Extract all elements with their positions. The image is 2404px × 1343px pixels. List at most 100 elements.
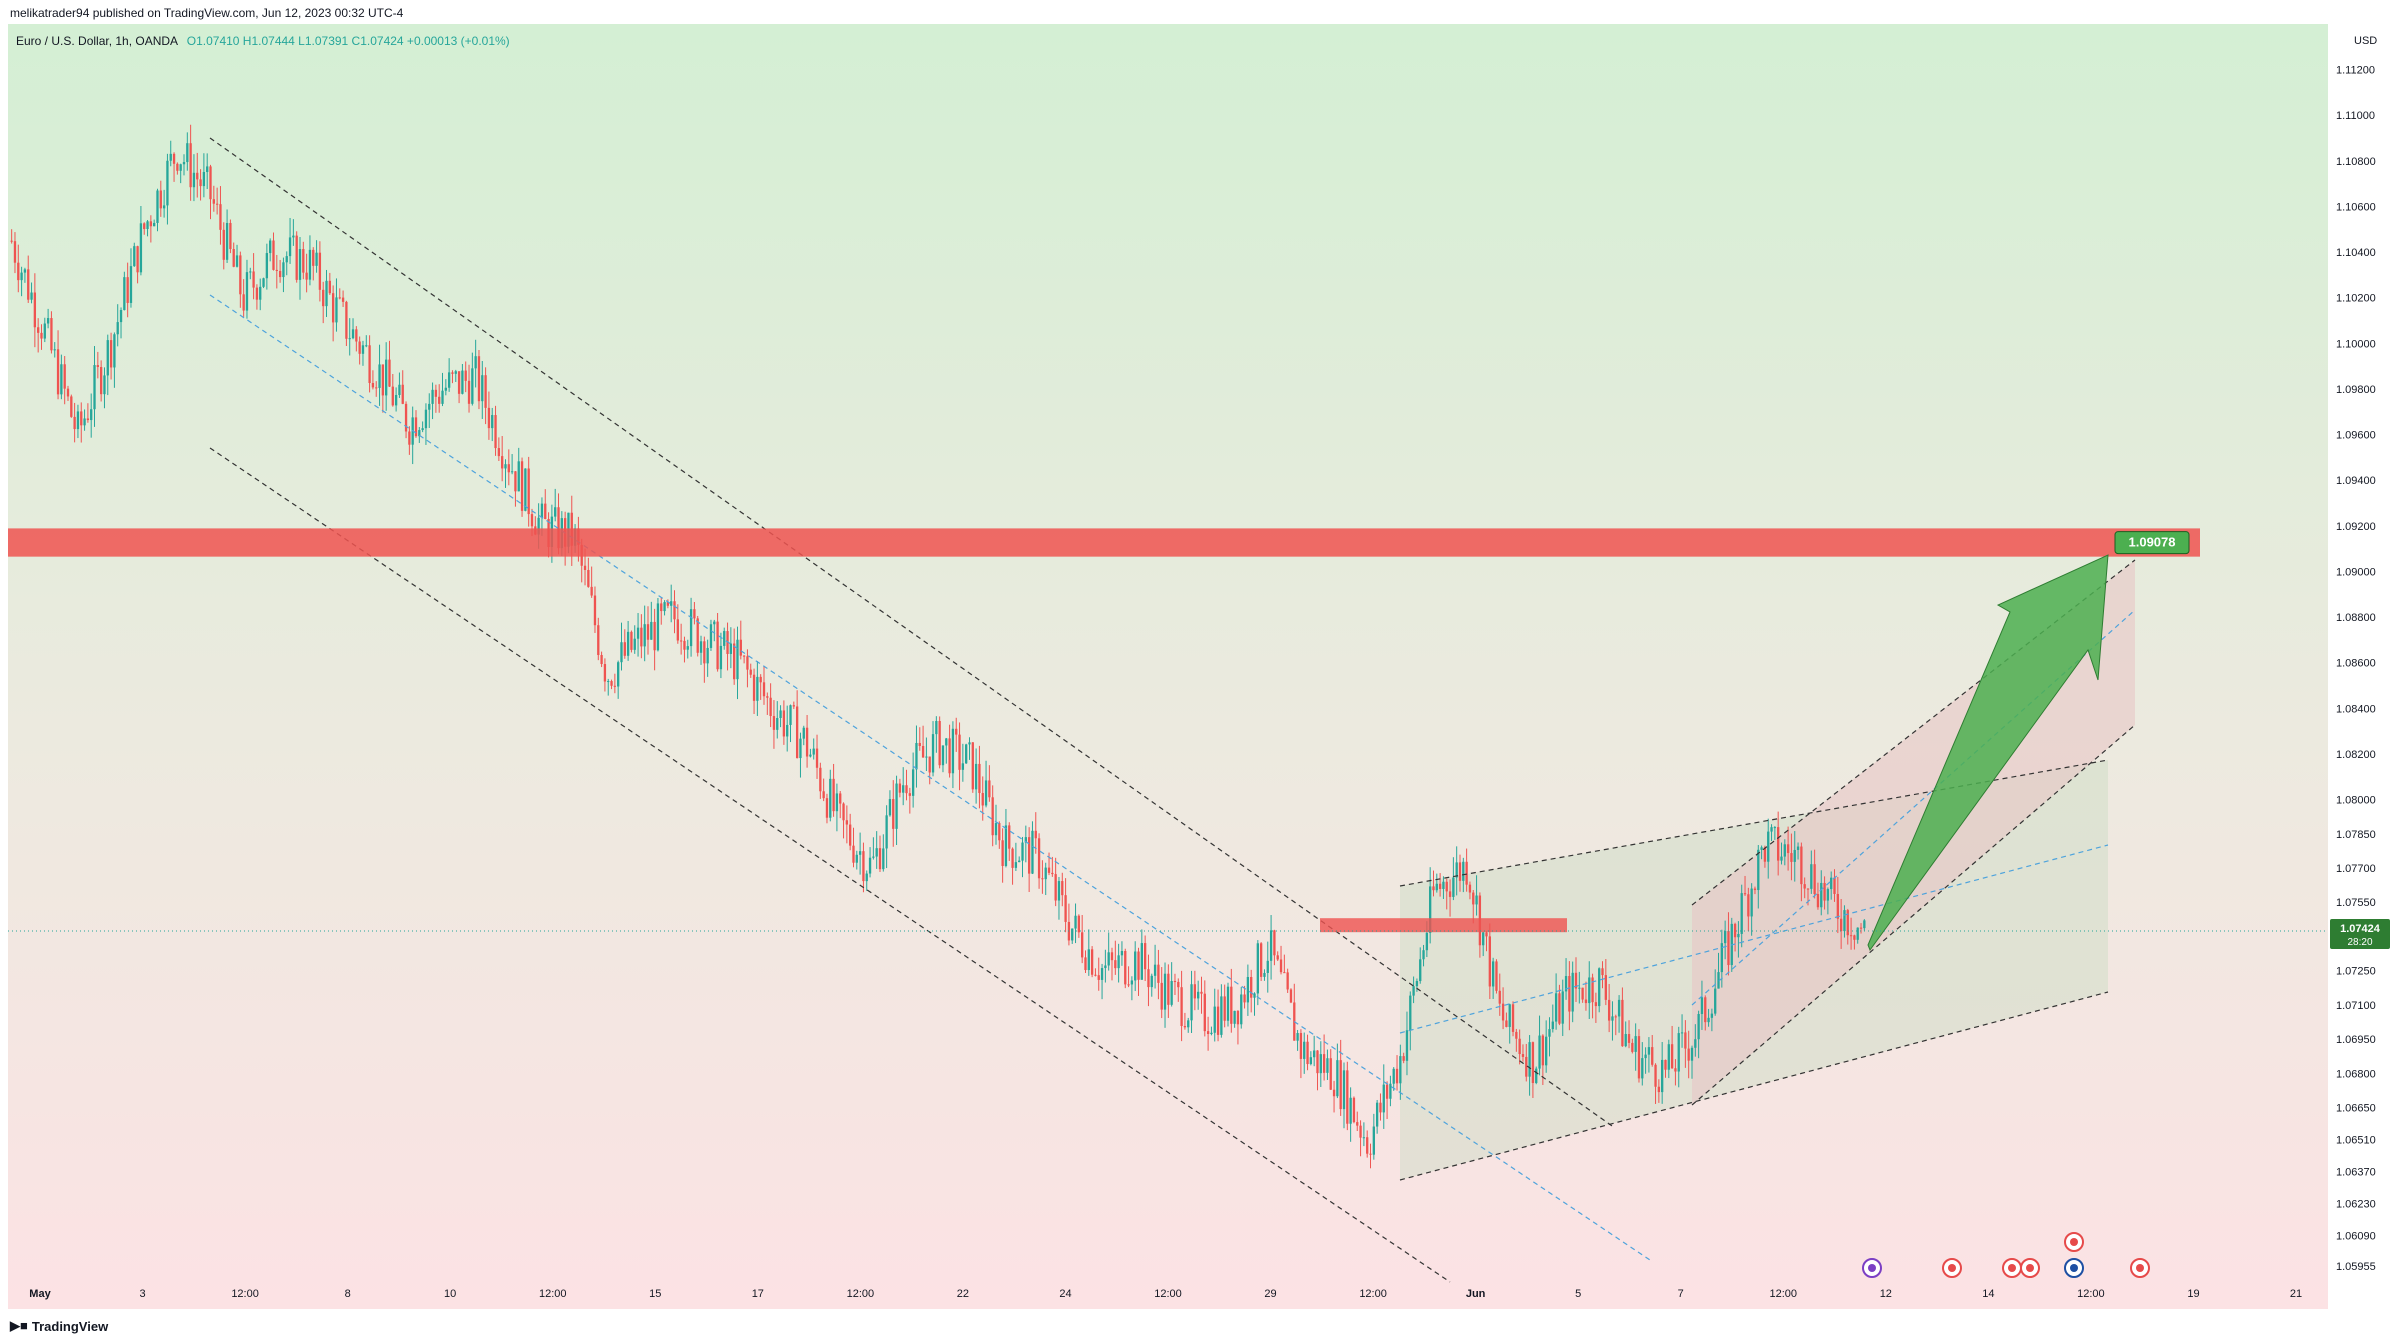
candle-body	[961, 763, 965, 770]
candle-body	[1680, 1032, 1684, 1034]
candle-body	[1210, 1032, 1213, 1034]
candle-body	[1051, 872, 1054, 875]
candle-body	[1740, 893, 1743, 934]
candle-body	[1253, 993, 1256, 998]
candle-body	[1482, 932, 1485, 946]
target-label-box	[2114, 531, 2190, 555]
candle-body	[1359, 1125, 1362, 1138]
candle-body	[1826, 889, 1830, 901]
candle-body	[1230, 986, 1233, 1024]
candle-body	[1402, 1056, 1405, 1061]
candle-body	[885, 815, 888, 849]
candle-body	[1813, 864, 1816, 895]
candle-body	[1594, 1002, 1598, 1007]
time-tick: 12:00	[231, 1288, 259, 1300]
candle-body	[974, 763, 978, 790]
candle-body	[1147, 969, 1150, 988]
candle-body	[653, 621, 656, 651]
candle-body	[1160, 982, 1163, 1010]
candle-body	[603, 664, 607, 682]
candle-body	[153, 222, 156, 227]
candle-body	[1548, 1029, 1551, 1037]
candle-body	[172, 153, 176, 164]
candle-body	[1777, 827, 1780, 861]
symbol-legend: Euro / U.S. Dollar, 1h, OANDA O1.07410 H…	[16, 34, 510, 48]
candle-body	[1667, 1044, 1670, 1070]
candle-body	[1329, 1058, 1332, 1090]
candle-body	[196, 172, 199, 180]
candle-body	[1472, 892, 1475, 905]
candle-body	[1044, 867, 1047, 880]
candle-body	[1071, 928, 1074, 941]
candle-body	[1839, 918, 1843, 932]
candle-body	[355, 329, 358, 342]
candle-body	[1429, 886, 1432, 933]
descending-channel-bottom	[209, 447, 1451, 1283]
eu-flag-event-icon-dot	[2070, 1264, 2078, 1272]
candle-body	[1607, 999, 1611, 1021]
candle-body	[1714, 988, 1717, 1014]
candle-body	[388, 359, 391, 387]
candle-body	[1651, 1047, 1654, 1065]
candle-body	[1024, 837, 1027, 843]
candle-body	[444, 387, 447, 391]
candle-body	[46, 318, 50, 324]
candle-body	[96, 365, 99, 368]
candle-body	[259, 286, 262, 300]
candle-body	[965, 744, 968, 764]
candle-body	[27, 269, 30, 300]
candle-body	[298, 249, 302, 280]
descending-channel-mid	[209, 294, 1651, 1261]
candle-body	[1707, 1017, 1710, 1023]
price-tick: 1.06090	[2336, 1230, 2376, 1242]
candle-body	[1796, 846, 1800, 850]
candle-body	[1064, 895, 1067, 922]
us-flag-event-icon-dot	[1948, 1264, 1956, 1272]
candle-body	[709, 624, 713, 648]
candle-body	[229, 222, 232, 250]
candle-body	[766, 696, 769, 698]
rising-channel-top	[1399, 759, 2109, 887]
candle-body	[888, 799, 892, 816]
candle-body	[86, 418, 90, 421]
candle-body	[1366, 1137, 1369, 1154]
candle-body	[328, 280, 331, 294]
candle-body	[1690, 1047, 1694, 1061]
candle-body	[501, 456, 504, 469]
us-flag-event-icon-dot	[2136, 1264, 2144, 1272]
candle-body	[1011, 848, 1014, 868]
candle-body	[90, 409, 93, 421]
candle-body	[50, 318, 53, 351]
time-tick: 12:00	[847, 1288, 875, 1300]
candle-body	[1157, 964, 1160, 983]
candle-body	[1233, 1010, 1236, 1024]
candle-body	[1001, 840, 1004, 866]
candle-body	[1661, 1059, 1664, 1093]
candle-body	[464, 370, 467, 381]
candle-body	[1425, 932, 1429, 951]
candle-body	[1670, 1044, 1674, 1069]
candle-body	[1389, 1083, 1392, 1099]
time-tick: 15	[649, 1288, 661, 1300]
candle-body	[1704, 997, 1707, 1023]
candle-body	[285, 256, 288, 263]
candle-body	[1041, 878, 1044, 880]
candle-body	[37, 327, 40, 333]
time-tick: 24	[1059, 1288, 1071, 1300]
descending-channel-top	[209, 137, 1616, 1129]
candle-body	[1094, 974, 1097, 976]
candle-body	[1515, 1031, 1518, 1039]
candle-body	[670, 601, 673, 606]
candle-body	[23, 269, 27, 273]
price-axis-background	[2328, 24, 2404, 1309]
candle-body	[232, 249, 235, 267]
candle-body	[693, 609, 696, 619]
candle-body	[892, 799, 895, 829]
candle-body	[30, 292, 33, 300]
candle-body	[414, 417, 418, 437]
candle-body	[1236, 1010, 1240, 1025]
candle-body	[1541, 1035, 1545, 1066]
brand-footer[interactable]: ▶■ TradingView	[10, 1318, 108, 1334]
price-tick: 1.07250	[2336, 966, 2376, 978]
